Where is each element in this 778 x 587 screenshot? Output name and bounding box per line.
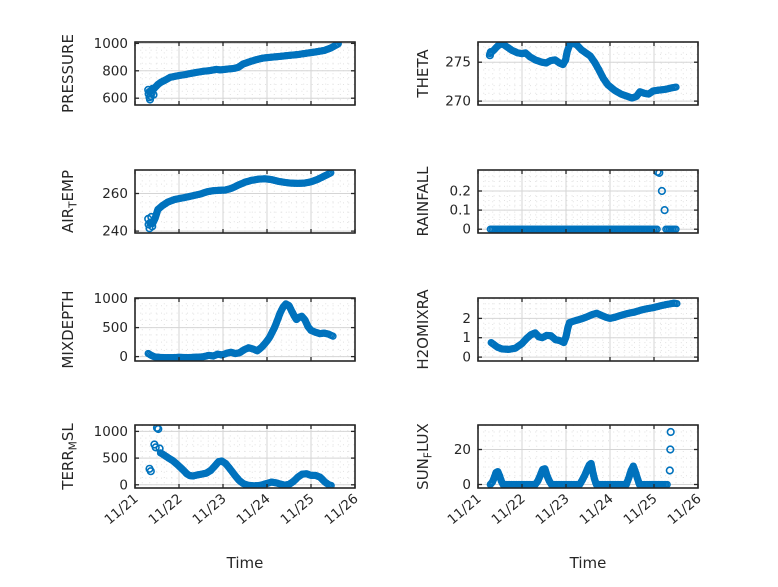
y-axis-label: MIXDEPTH — [59, 290, 77, 368]
y-axis-label: AIRTEMP — [59, 170, 80, 233]
tick-marks — [477, 170, 699, 233]
series-points — [485, 47, 495, 60]
axes-box — [477, 297, 699, 362]
y-tick-labels: 0 20 — [454, 442, 471, 493]
y-tick-labels: 0 500 1000 — [94, 424, 128, 493]
svg-text:500: 500 — [102, 451, 128, 467]
y-axis-label: H2OMIXRA — [414, 289, 432, 370]
x-axis-label: Time — [569, 554, 607, 572]
axes-box — [134, 424, 356, 489]
series-points — [665, 427, 675, 475]
y-tick-labels: 270 275 — [445, 55, 471, 110]
y-axis-label: THETA — [414, 49, 432, 99]
chart-panel-rainfall: 0 0.1 0.2 RAINFALL — [414, 166, 699, 238]
y-tick-labels: 0 500 1000 — [94, 291, 128, 365]
svg-text:0.1: 0.1 — [450, 203, 471, 219]
chart-panel-h2omixra: 0 1 2 H2OMIXRA — [414, 289, 699, 370]
svg-text:800: 800 — [102, 63, 128, 79]
y-tick-labels: 0 1 2 — [462, 311, 471, 366]
series-markers — [486, 225, 680, 233]
svg-text:600: 600 — [102, 91, 128, 107]
tick-marks — [134, 170, 356, 233]
svg-text:1000: 1000 — [94, 424, 128, 440]
series-markers — [146, 170, 335, 228]
svg-text:0: 0 — [462, 477, 471, 493]
svg-text:1000: 1000 — [94, 36, 128, 52]
axes-box — [477, 41, 699, 106]
tick-marks — [134, 297, 356, 361]
chart-panel-pressure: 600 800 1000 PRESSURE — [59, 34, 356, 113]
chart-panel-theta: 270 275 THETA — [414, 41, 699, 110]
series-points — [144, 212, 157, 233]
svg-text:0: 0 — [119, 349, 128, 365]
series-points — [145, 425, 164, 476]
axes-box — [134, 41, 356, 106]
y-tick-labels: 0 0.1 0.2 — [450, 184, 471, 238]
svg-text:275: 275 — [445, 55, 471, 71]
tick-marks — [134, 42, 356, 105]
tick-marks — [477, 42, 699, 105]
svg-text:1: 1 — [462, 330, 471, 346]
y-axis-label: TERRMSL — [59, 423, 80, 491]
svg-text:0: 0 — [462, 350, 471, 366]
svg-text:0.2: 0.2 — [450, 184, 471, 200]
svg-text:240: 240 — [102, 224, 128, 240]
chart-panel-air-temp: 240 260 AIRTEMP — [59, 169, 356, 240]
y-tick-labels: 240 260 — [102, 186, 128, 240]
tick-marks — [477, 298, 699, 361]
svg-text:0: 0 — [462, 222, 471, 238]
y-axis-label: SUNFLUX — [414, 423, 435, 490]
svg-text:2: 2 — [462, 311, 471, 327]
series-markers — [486, 459, 671, 488]
series-markers — [156, 449, 335, 488]
svg-text:0: 0 — [119, 477, 128, 493]
y-axis-label: PRESSURE — [59, 34, 77, 113]
major-grid — [135, 42, 355, 105]
axes-box — [134, 297, 356, 362]
chart-panel-mixdepth: 0 500 1000 MIXDEPTH — [59, 290, 356, 369]
svg-text:500: 500 — [102, 320, 128, 336]
x-axis-label: Time — [226, 554, 264, 572]
series-points — [653, 170, 669, 215]
tick-marks — [477, 425, 699, 488]
y-tick-labels: 600 800 1000 — [94, 36, 128, 107]
series-points — [144, 84, 158, 104]
series-markers — [487, 299, 681, 354]
axes-box — [134, 169, 356, 234]
series-markers — [145, 42, 342, 96]
svg-text:1000: 1000 — [94, 291, 128, 307]
series-markers — [144, 300, 337, 361]
svg-text:270: 270 — [445, 94, 471, 110]
tick-marks — [134, 425, 356, 488]
axes-box — [477, 424, 699, 489]
svg-text:20: 20 — [454, 442, 471, 458]
axes-box — [477, 169, 699, 234]
svg-text:260: 260 — [102, 186, 128, 202]
y-axis-label: RAINFALL — [414, 166, 432, 237]
